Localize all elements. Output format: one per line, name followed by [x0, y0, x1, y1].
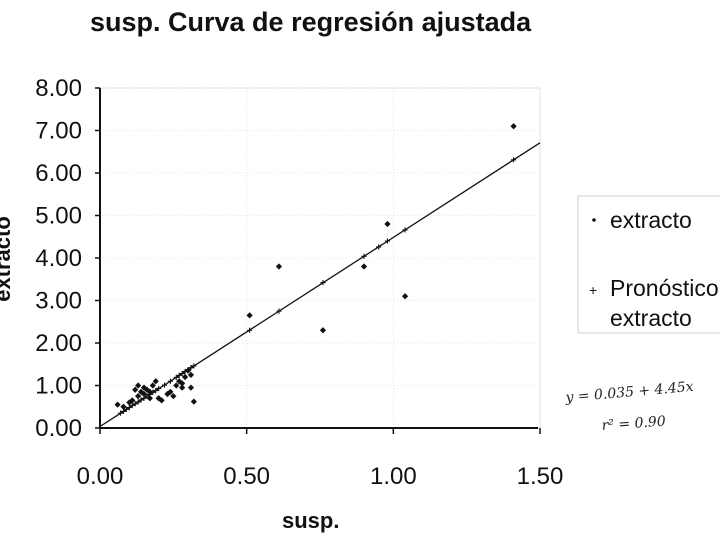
regression-equation: y = 0.035 + 4.45x: [564, 379, 694, 406]
y-tick-label: 7.00: [35, 118, 82, 145]
legend-label-extracto: extracto: [610, 207, 692, 233]
x-tick-label: 1.50: [517, 463, 564, 490]
legend-cross-marker: +: [589, 282, 597, 298]
data-point-pronostico: [276, 308, 282, 314]
data-point-extracto: [158, 397, 165, 404]
data-point-extracto: [246, 312, 253, 319]
data-point-pronostico: [384, 238, 391, 244]
y-tick-label: 3.00: [35, 288, 82, 315]
data-point-pronostico: [117, 410, 124, 416]
data-point-extracto: [401, 293, 409, 300]
data-point-pronostico: [247, 327, 253, 333]
y-tick-label: 5.00: [35, 203, 82, 230]
data-point-pronostico: [176, 372, 182, 378]
data-point-pronostico: [376, 244, 382, 250]
x-axis-title: susp.: [282, 508, 339, 533]
x-tick-marks: [99, 428, 541, 434]
data-point-extracto: [275, 263, 283, 270]
grid: [100, 87, 540, 428]
data-point-pronostico: [191, 363, 197, 369]
data-point-pronostico: [132, 401, 138, 407]
data-point-pronostico: [126, 405, 132, 411]
y-tick-labels: 0.00 1.00 2.00 3.00 4.00 5.00 6.00 7.00 8.00: [35, 75, 82, 442]
legend-dot-marker: [592, 218, 596, 222]
y-tick-label: 4.00: [35, 245, 82, 272]
y-axis-title: extracto: [0, 216, 15, 302]
r-squared: r² = 0.90: [601, 414, 666, 434]
data-point-pronostico: [179, 371, 185, 377]
chart-title: susp. Curva de regresión ajustada: [90, 7, 532, 37]
legend: extracto + Pronóstico extracto: [577, 195, 720, 334]
data-point-pronostico: [135, 399, 141, 405]
data-point-pronostico: [511, 157, 517, 163]
x-tick-label: 0.00: [77, 463, 124, 490]
data-point-pronostico: [156, 385, 162, 392]
data-point-pronostico: [361, 253, 367, 259]
data-point-pronostico: [320, 280, 326, 286]
legend-frame: [577, 195, 720, 334]
data-point-pronostico: [138, 397, 144, 403]
y-tick-label: 8.00: [35, 75, 82, 102]
regression-line: [99, 142, 541, 428]
data-point-pronostico: [167, 378, 173, 384]
data-point-extracto: [319, 327, 327, 334]
plot-area: [95, 87, 541, 434]
x-tick-label: 1.00: [370, 463, 417, 490]
y-tick-label: 0.00: [35, 415, 82, 442]
data-point-pronostico: [173, 374, 179, 381]
y-tick-marks: [95, 87, 100, 429]
legend-label-pronostico-extracto: extracto: [610, 305, 692, 331]
x-tick-labels: 0.00 0.50 1.00 1.50: [77, 463, 564, 490]
data-point-pronostico: [129, 402, 135, 409]
data-point-pronostico: [153, 388, 159, 394]
legend-label-pronostico: Pronóstico: [610, 275, 719, 301]
data-point-pronostico: [144, 393, 150, 399]
data-point-pronostico: [123, 406, 129, 412]
x-tick-label: 0.50: [223, 463, 270, 490]
y-tick-label: 1.00: [35, 373, 82, 400]
y-tick-label: 6.00: [35, 160, 82, 187]
data-point-pronostico: [188, 365, 194, 371]
data-point-pronostico: [402, 227, 408, 233]
y-tick-label: 2.00: [35, 330, 82, 357]
data-point-extracto: [360, 263, 368, 270]
data-point-pronostico: [161, 382, 168, 388]
